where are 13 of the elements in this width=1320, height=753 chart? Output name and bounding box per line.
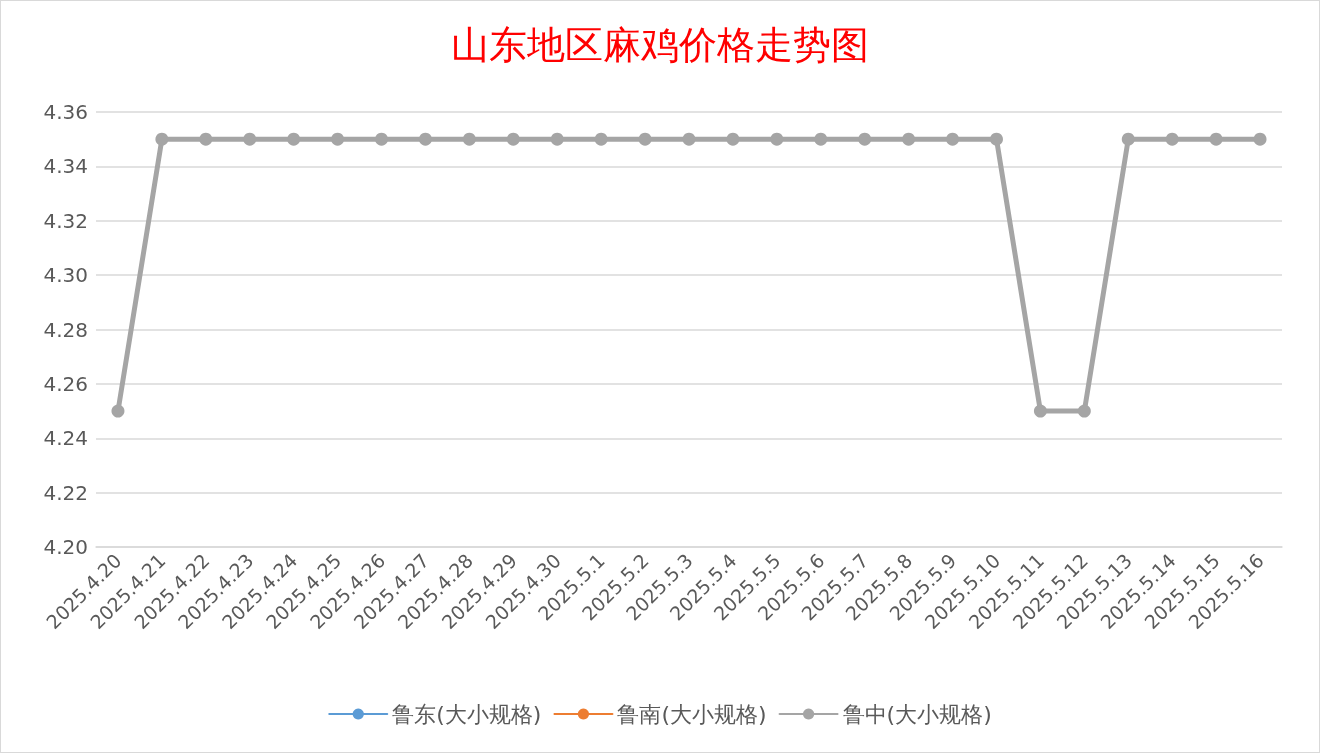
y-tick-label: 4.26 — [43, 371, 88, 396]
y-tick-label: 4.20 — [43, 535, 88, 559]
legend-label: 鲁东(大小规格) — [392, 701, 542, 727]
y-tick-label: 4.28 — [43, 317, 88, 342]
y-tick-label: 4.22 — [43, 480, 88, 505]
y-tick-label: 4.24 — [43, 426, 88, 451]
legend-label: 鲁南(大小规格) — [617, 701, 767, 727]
y-tick-label: 4.30 — [43, 263, 88, 288]
legend-label: 鲁中(大小规格) — [842, 701, 992, 727]
y-tick-label: 4.34 — [43, 154, 88, 179]
y-tick-label: 4.32 — [43, 208, 88, 233]
y-tick-label: 4.36 — [43, 100, 88, 124]
chart-title: 山东地区麻鸡价格走势图 — [451, 24, 869, 66]
